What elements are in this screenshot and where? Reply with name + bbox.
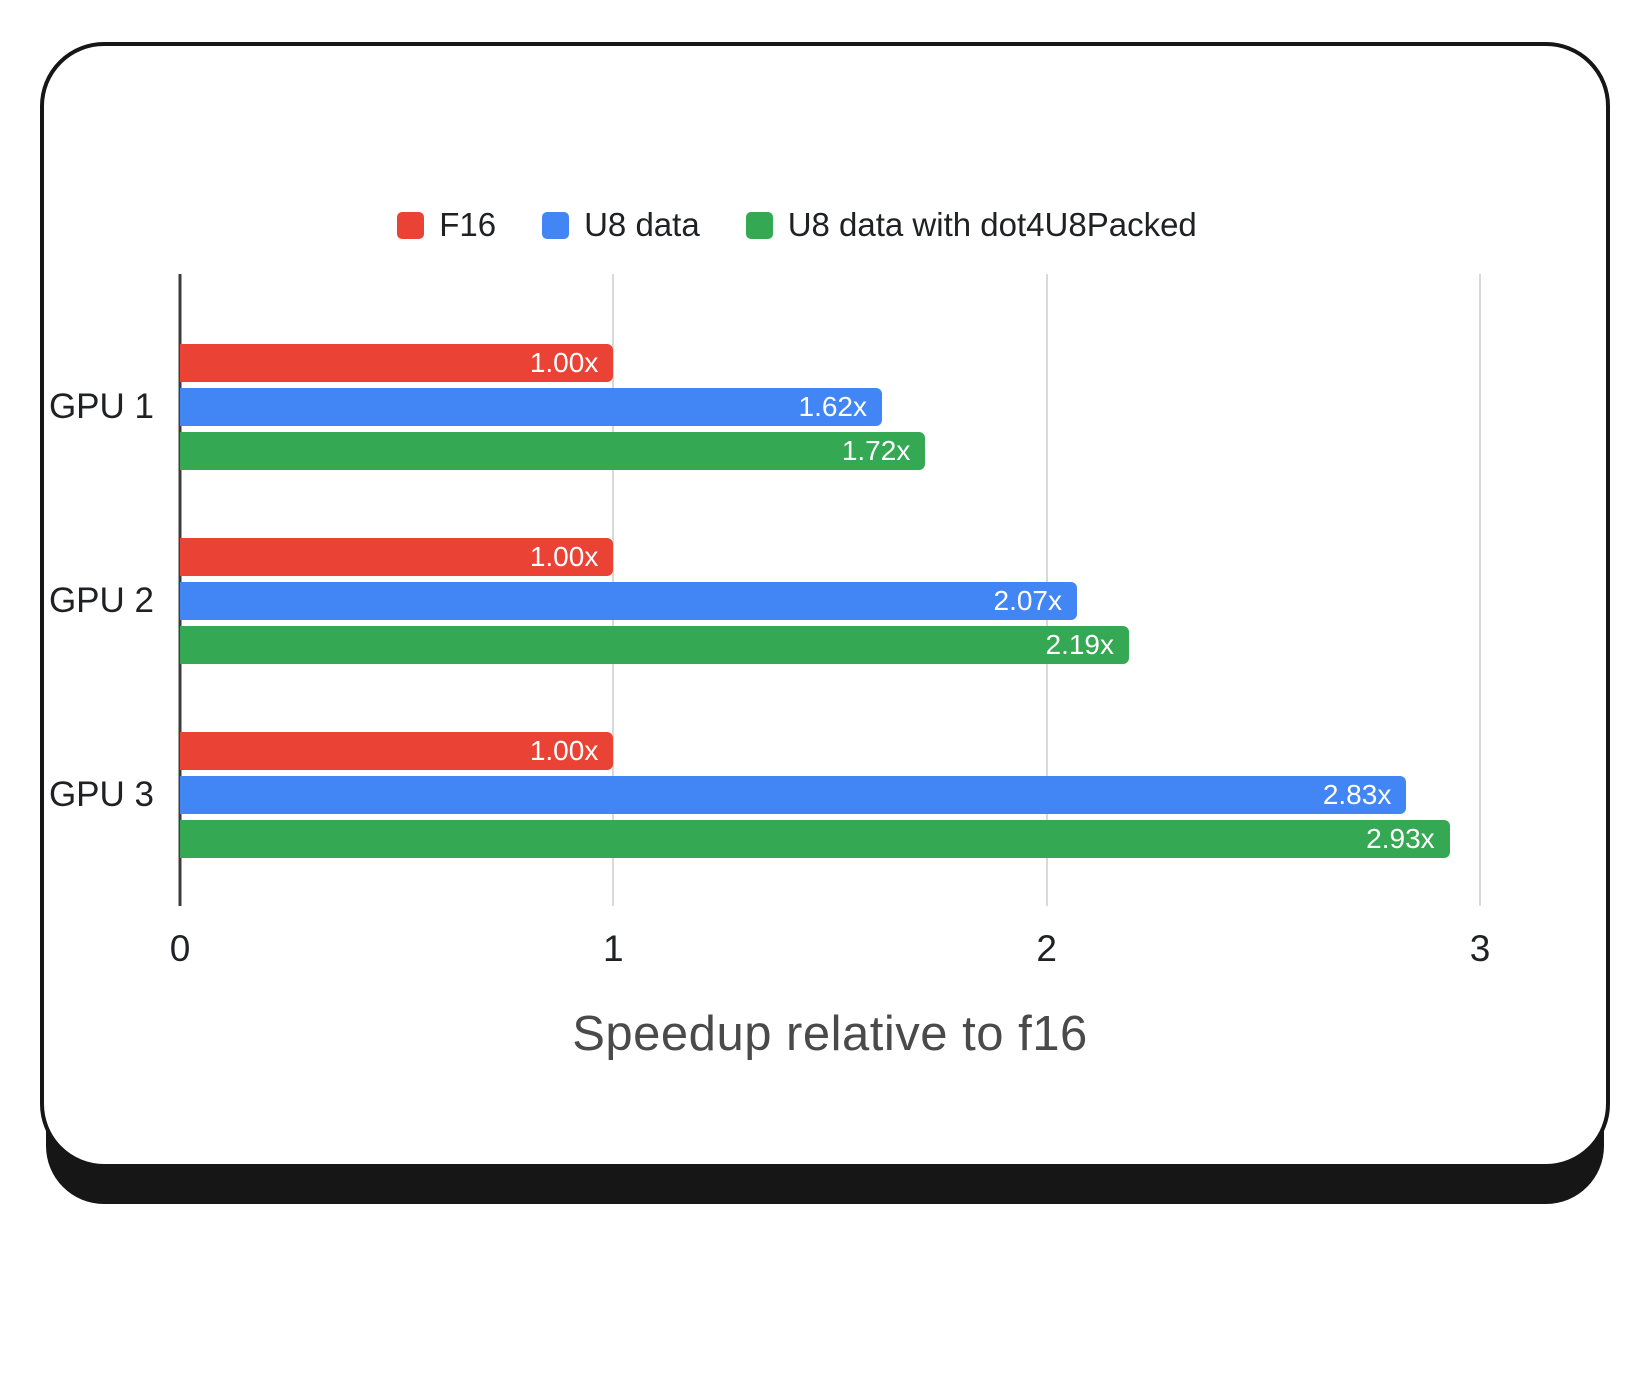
legend-swatch — [542, 211, 570, 239]
category-label: GPU 3 — [48, 775, 154, 814]
x-axis-tick-label: 2 — [1036, 928, 1057, 969]
legend-item: F16 — [397, 206, 496, 244]
bar: 2.07x — [180, 582, 1077, 620]
bar: 1.00x — [180, 344, 614, 382]
bar-value-label: 2.07x — [993, 585, 1063, 616]
chart-legend: F16 U8 data U8 data with dot4U8Packed — [114, 206, 1480, 244]
chart-title: Speedup relative to f16 — [572, 1007, 1088, 1061]
chart-card: F16 U8 data U8 data with dot4U8Packed GPU … — [40, 42, 1610, 1168]
legend-label: U8 data with dot4U8Packed — [787, 206, 1197, 243]
bar-groups: 1.00x 1.62x 1.72x 1.00x 2.07x 2.19x 1.00x 2.83x… — [180, 344, 1480, 858]
bar: 1.00x — [180, 538, 614, 576]
bar-value-label: 2.93x — [1366, 823, 1435, 854]
category-label: GPU 1 — [48, 387, 154, 426]
legend-item: U8 data with dot4U8Packed — [745, 206, 1197, 244]
legend-label: U8 data — [584, 206, 700, 243]
bar-value-label: 1.72x — [841, 435, 911, 466]
bar-value-label: 1.00x — [529, 735, 599, 766]
legend-swatch — [745, 211, 773, 239]
x-axis-tick-label: 0 — [169, 928, 191, 969]
bar-value-label: 2.83x — [1322, 779, 1392, 810]
bar-group: 1.00x 2.07x 2.19x — [180, 538, 1480, 664]
x-ticks: 0 1 2 3 — [170, 906, 1491, 976]
legend-swatch — [397, 211, 425, 239]
bar: 1.62x — [180, 388, 882, 426]
bar-value-label: 1.62x — [798, 391, 868, 422]
bar-value-label: 1.00x — [529, 347, 599, 378]
bar: 2.19x — [180, 626, 1129, 664]
bar: 2.83x — [180, 776, 1407, 814]
x-axis-tick-label: 1 — [603, 928, 624, 969]
x-axis: 0 1 2 3 — [74, 906, 1491, 976]
x-axis-tick-label: 3 — [1469, 928, 1491, 969]
bar: 2.93x — [180, 820, 1450, 858]
bar-value-label: 2.19x — [1045, 629, 1115, 660]
plot-area: 1.00x 1.62x 1.72x 1.00x 2.07x 2.19x 1.00x 2.83x… — [178, 274, 1481, 906]
x-axis-spacer — [74, 906, 180, 976]
bar-group: 1.00x 1.62x 1.72x — [180, 344, 1480, 470]
chart-body: GPU 1 GPU 2 GPU 3 1.00x 1.62x 1.72x 1.00x 2.07… — [48, 274, 1481, 906]
bar-group: 1.00x 2.83x 2.93x — [180, 732, 1480, 858]
category-label: GPU 2 — [48, 581, 154, 620]
bar: 1.72x — [180, 432, 926, 470]
bar-value-label: 1.00x — [529, 541, 599, 572]
legend-label: F16 — [439, 206, 497, 243]
category-labels: GPU 1 GPU 2 GPU 3 — [48, 274, 180, 906]
legend-item: U8 data — [542, 206, 700, 244]
bar: 1.00x — [180, 732, 614, 770]
gridline — [1479, 274, 1481, 906]
